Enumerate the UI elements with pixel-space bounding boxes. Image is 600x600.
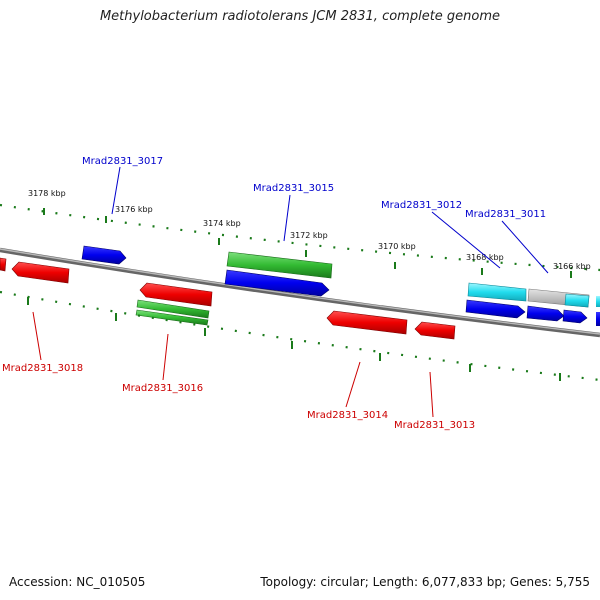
tick-label: 3172 kbp — [290, 231, 328, 240]
gene-3014[interactable] — [326, 310, 408, 335]
gene-3016-neighbor[interactable] — [139, 282, 213, 307]
tick-label: 3168 kbp — [466, 253, 504, 262]
tick-label: 3170 kbp — [378, 242, 416, 251]
tick-label: 3176 kbp — [115, 205, 153, 214]
leader-line — [431, 211, 501, 269]
tick-label: 3178 kbp — [28, 189, 66, 198]
gene-label-3013[interactable]: Mrad2831_3013 — [394, 420, 475, 431]
forward-genes — [81, 245, 600, 326]
tick-labels: 3178 kbp 3176 kbp 3174 kbp 3172 kbp 3170… — [28, 189, 591, 271]
leader-line — [501, 220, 549, 274]
gene-3013[interactable] — [414, 321, 456, 340]
reverse-dot-row — [0, 290, 600, 382]
leader-line — [111, 166, 121, 215]
gene-3012[interactable] — [467, 282, 527, 302]
gene-edge-cyan[interactable] — [596, 296, 600, 307]
topology-text: Topology: circular; Length: 6,077,833 bp… — [260, 575, 590, 589]
gene-labels: Mrad2831_3017 Mrad2831_3015 Mrad2831_301… — [2, 156, 546, 431]
gene-label-3018[interactable]: Mrad2831_3018 — [2, 363, 83, 374]
leader-line — [283, 194, 291, 242]
reverse-genes — [0, 257, 456, 340]
gene-label-3015[interactable]: Mrad2831_3015 — [253, 183, 334, 194]
gene-3017[interactable] — [81, 245, 127, 265]
gene-edge-blue[interactable] — [596, 312, 600, 326]
forward-dot-row — [0, 203, 600, 272]
gene-3015-neighbor[interactable] — [224, 269, 330, 297]
gene-edge-red[interactable] — [0, 257, 7, 272]
leader-line — [429, 371, 434, 418]
leader-line — [162, 333, 169, 381]
tick-label: 3174 kbp — [203, 219, 241, 228]
gene-3018[interactable] — [11, 261, 70, 284]
forward-leaders — [111, 166, 549, 274]
reverse-tick-track — [0, 290, 600, 382]
gene-3012-neighbor[interactable] — [465, 299, 526, 319]
genome-backbone — [0, 247, 600, 338]
backbone-highlight — [0, 248, 600, 335]
gene-label-3014[interactable]: Mrad2831_3014 — [307, 410, 388, 421]
tick-label: 3166 kbp — [553, 262, 591, 271]
gene-3016[interactable] — [136, 299, 210, 319]
gene-blue-small[interactable] — [562, 309, 588, 324]
reverse-leaders — [32, 311, 434, 418]
gene-3015[interactable] — [226, 251, 333, 279]
gene-label-3011[interactable]: Mrad2831_3011 — [465, 209, 546, 220]
leader-line — [32, 311, 42, 361]
forward-tick-track — [0, 203, 600, 278]
leader-line — [345, 361, 361, 408]
accession-text: Accession: NC_010505 — [9, 575, 146, 589]
gene-3016-lower[interactable] — [135, 309, 209, 326]
gene-label-3016[interactable]: Mrad2831_3016 — [122, 383, 203, 394]
gene-blue-small[interactable] — [526, 305, 565, 322]
gene-3011-tail[interactable] — [564, 293, 590, 308]
gene-label-3012[interactable]: Mrad2831_3012 — [381, 200, 462, 211]
genome-title: Methylobacterium radiotolerans JCM 2831,… — [99, 9, 501, 24]
gene-label-3017[interactable]: Mrad2831_3017 — [82, 156, 163, 167]
